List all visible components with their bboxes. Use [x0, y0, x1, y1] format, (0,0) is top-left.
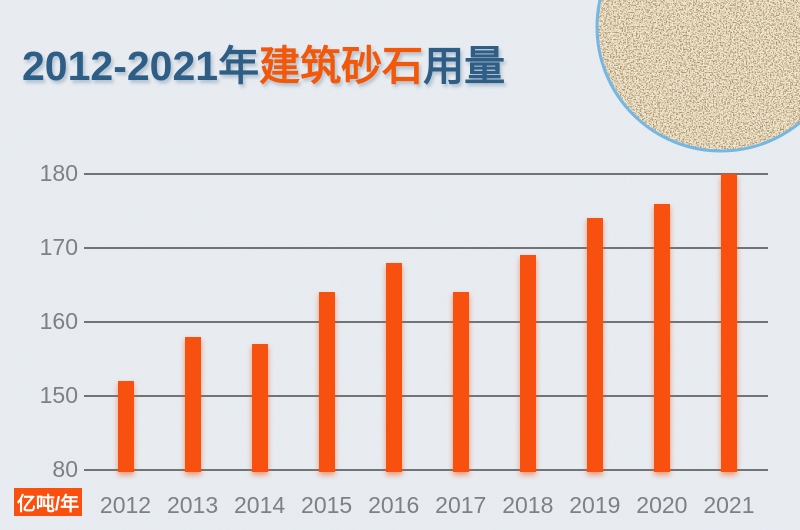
bar-2015 — [318, 292, 335, 472]
bar-2017 — [452, 292, 469, 472]
title-subject-segment: 建筑砂石 — [259, 43, 424, 89]
page-title: 2012-2021年建筑砂石用量 — [22, 32, 505, 92]
y-tick-label-180: 180 — [39, 160, 78, 186]
sand-photo-grain-texture — [597, 0, 800, 151]
title-years-segment: 2012-2021年 — [22, 43, 260, 89]
gridline-y-180 — [84, 173, 768, 175]
bar-2021 — [720, 174, 737, 472]
bar-2013 — [184, 336, 201, 472]
sand-gravel-photo — [595, 0, 800, 153]
bar-2018 — [519, 255, 536, 472]
bar-2012 — [117, 381, 134, 472]
y-tick-label-150: 150 — [39, 382, 78, 408]
bar-2016 — [385, 262, 402, 472]
bar-2020 — [653, 203, 670, 472]
y-axis-unit-badge: 亿吨/年 — [14, 488, 82, 516]
x-tick-label-2021: 2021 — [703, 492, 755, 518]
bar-2019 — [586, 218, 603, 472]
y-tick-label-170: 170 — [39, 234, 78, 260]
title-usage-segment: 用量 — [423, 43, 506, 89]
y-tick-label-160: 160 — [39, 308, 78, 334]
bar-2014 — [251, 344, 268, 472]
y-tick-label-80: 80 — [52, 456, 78, 482]
